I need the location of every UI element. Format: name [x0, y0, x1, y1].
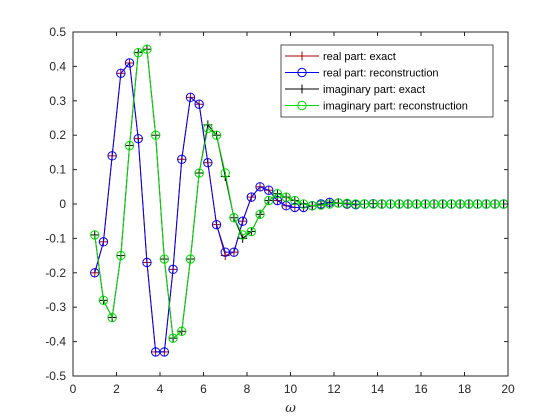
data-point [194, 168, 204, 178]
data-point [203, 123, 213, 134]
data-point [246, 192, 257, 202]
y-tick-label: -0.1 [45, 231, 66, 245]
data-point [177, 326, 187, 336]
legend-label: real part: exact [323, 51, 396, 63]
legend-item: imaginary part: exact [285, 84, 425, 96]
data-point [150, 130, 161, 140]
legend-marker [297, 67, 307, 78]
data-point [185, 254, 196, 264]
data-point [177, 154, 187, 164]
data-point [90, 230, 100, 240]
data-point [211, 130, 222, 140]
x-tick-label: 2 [113, 382, 120, 396]
y-tick-label: -0.2 [45, 266, 66, 280]
data-point [255, 182, 265, 192]
data-point [264, 185, 274, 195]
data-point [237, 216, 248, 226]
y-tick-label: -0.3 [45, 300, 66, 314]
data-point [220, 168, 230, 178]
legend-item: real part: exact [285, 51, 396, 63]
x-tick-label: 4 [157, 382, 164, 396]
data-point [168, 333, 178, 343]
legend: real part: exact real part: reconstructio… [280, 44, 494, 118]
legend-label: real part: reconstruction [323, 68, 439, 80]
data-point [116, 68, 126, 78]
data-point [159, 254, 170, 264]
data-point [281, 192, 291, 202]
data-point [237, 230, 248, 240]
legend-marker [297, 51, 307, 61]
data-point [98, 237, 109, 247]
data-point [168, 264, 178, 275]
data-point [229, 247, 239, 257]
series-layer [90, 44, 509, 357]
data-point [90, 268, 100, 278]
data-point [211, 219, 222, 230]
series-3 [90, 44, 509, 343]
x-tick-label: 6 [200, 382, 207, 396]
x-tick-label: 8 [244, 382, 251, 396]
x-tick-label: 16 [414, 382, 428, 396]
y-tick-label: 0.1 [49, 163, 66, 177]
y-tick-label: 0.5 [49, 25, 66, 39]
data-point [272, 188, 283, 199]
data-point [133, 47, 143, 58]
data-point [255, 209, 265, 220]
legend-marker [297, 84, 307, 94]
data-point [133, 133, 143, 144]
legend-label: imaginary part: reconstruction [323, 101, 468, 113]
x-axis-label: ω [285, 401, 296, 416]
data-point [203, 158, 213, 168]
y-tick-label: 0.3 [49, 94, 66, 108]
data-point [264, 195, 274, 206]
data-point [298, 199, 309, 209]
data-point [107, 312, 117, 323]
x-tick-label: 20 [501, 382, 515, 396]
y-tick-label: 0.2 [49, 128, 66, 142]
legend-item: imaginary part: reconstruction [285, 101, 468, 113]
data-point [290, 195, 300, 206]
y-tick-label: 0 [59, 197, 66, 211]
data-point [194, 99, 204, 109]
legend-marker [297, 100, 307, 111]
data-point [116, 250, 126, 261]
data-point [185, 92, 196, 103]
data-point [142, 44, 152, 54]
axis-layer: 0 2 4 6 8 10 12 14 16 18 20 -0.5 -0.4 -0.3 -0.2 -0.1 0 0.… [45, 25, 515, 396]
data-point [229, 213, 239, 223]
x-tick-label: 0 [70, 382, 77, 396]
y-tick-label: -0.5 [45, 369, 66, 383]
data-point [124, 140, 135, 151]
y-tick-label: -0.4 [45, 335, 66, 349]
x-tick-label: 12 [327, 382, 341, 396]
data-point [98, 295, 109, 306]
x-tick-label: 10 [284, 382, 298, 396]
legend-item: real part: reconstruction [285, 68, 439, 80]
data-point [107, 151, 117, 161]
data-point [159, 347, 170, 357]
data-point [142, 257, 152, 268]
x-tick-label: 14 [371, 382, 385, 396]
x-tick-label: 18 [458, 382, 472, 396]
y-tick-label: 0.4 [49, 59, 66, 73]
legend-label: imaginary part: exact [323, 84, 425, 96]
data-point [124, 58, 135, 68]
data-point [246, 226, 257, 237]
